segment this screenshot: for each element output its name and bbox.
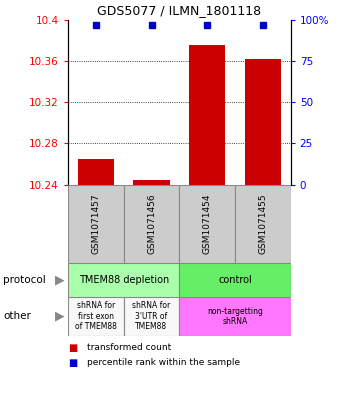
Text: shRNA for
3'UTR of
TMEM88: shRNA for 3'UTR of TMEM88 [132, 301, 171, 331]
Bar [78, 159, 114, 185]
Text: non-targetting
shRNA: non-targetting shRNA [207, 307, 263, 326]
Bar [68, 297, 124, 336]
Text: shRNA for
first exon
of TMEM88: shRNA for first exon of TMEM88 [75, 301, 117, 331]
Text: GSM1071457: GSM1071457 [91, 194, 100, 254]
Text: transformed count: transformed count [87, 343, 171, 353]
Bar [124, 297, 180, 336]
Text: GSM1071455: GSM1071455 [258, 194, 267, 254]
Text: GSM1071456: GSM1071456 [147, 194, 156, 254]
Bar [180, 185, 235, 263]
Text: other: other [3, 311, 31, 321]
Text: control: control [218, 275, 252, 285]
Text: ■: ■ [68, 358, 77, 368]
Bar [189, 46, 225, 185]
Bar [68, 263, 180, 297]
Text: protocol: protocol [3, 275, 46, 285]
Text: TMEM88 depletion: TMEM88 depletion [79, 275, 169, 285]
Text: ▶: ▶ [55, 310, 64, 323]
Bar [180, 297, 291, 336]
Bar [180, 263, 291, 297]
Text: percentile rank within the sample: percentile rank within the sample [87, 358, 240, 367]
Bar [68, 185, 124, 263]
Bar [245, 59, 281, 185]
Bar [133, 180, 170, 185]
Text: ▶: ▶ [55, 274, 64, 286]
Bar [235, 185, 291, 263]
Text: GSM1071454: GSM1071454 [203, 194, 212, 254]
Bar [124, 185, 180, 263]
Text: ■: ■ [68, 343, 77, 353]
Title: GDS5077 / ILMN_1801118: GDS5077 / ILMN_1801118 [97, 4, 261, 17]
